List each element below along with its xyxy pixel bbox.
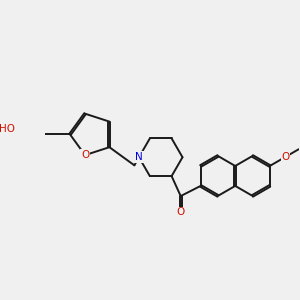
Text: HO: HO [0,124,15,134]
Text: O: O [281,152,290,162]
Text: O: O [81,150,89,160]
Text: N: N [135,152,143,162]
Text: O: O [177,207,185,218]
